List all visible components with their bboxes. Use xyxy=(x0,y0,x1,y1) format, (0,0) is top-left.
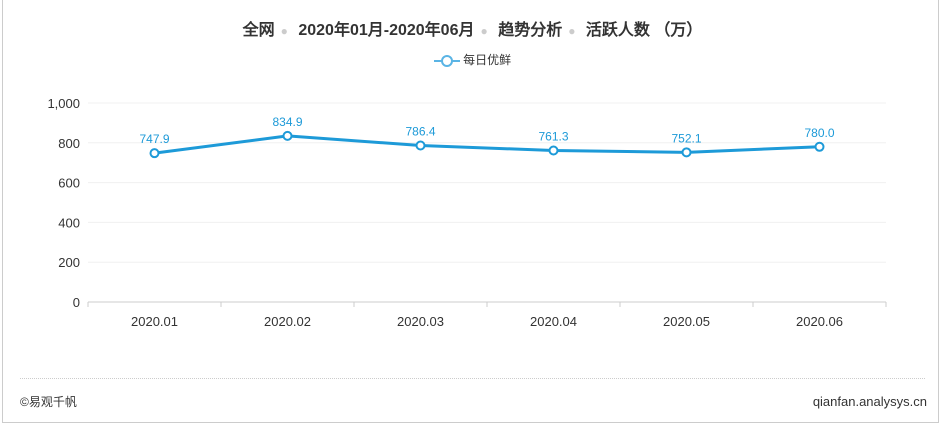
legend-item[interactable]: 每日优鲜 xyxy=(0,51,945,68)
x-tick-label: 2020.01 xyxy=(131,314,178,329)
data-point xyxy=(415,140,426,151)
title-metric: 活跃人数 （万） xyxy=(585,22,703,39)
y-tick-label: 1,000 xyxy=(47,96,80,111)
title-period: 2020年01月-2020年06月 xyxy=(298,22,475,39)
title-scope: 全网 xyxy=(242,22,275,39)
y-tick-label: 400 xyxy=(58,215,80,230)
site-link[interactable]: qianfan.analysys.cn xyxy=(812,394,927,409)
data-label: 780.0 xyxy=(804,126,834,140)
title-analysis: 趋势分析 xyxy=(498,22,563,39)
data-label: 834.9 xyxy=(272,115,302,129)
data-label: 752.1 xyxy=(671,131,701,145)
data-point xyxy=(149,148,160,159)
y-tick-label: 600 xyxy=(58,176,80,191)
y-tick-label: 800 xyxy=(58,136,80,151)
data-point xyxy=(548,145,559,156)
x-tick-label: 2020.04 xyxy=(530,314,577,329)
legend-label: 每日优鲜 xyxy=(463,53,512,67)
data-point xyxy=(282,130,293,141)
legend-marker-icon xyxy=(433,54,460,67)
data-label: 747.9 xyxy=(139,132,169,146)
x-tick-label: 2020.05 xyxy=(663,314,710,329)
y-tick-label: 200 xyxy=(58,255,80,270)
x-tick-label: 2020.06 xyxy=(796,314,843,329)
chart-title: 全网 ● 2020年01月-2020年06月 ● 趋势分析 ● 活跃人数 （万） xyxy=(242,22,703,39)
data-point xyxy=(814,141,825,152)
data-label: 761.3 xyxy=(538,130,568,144)
copyright: ©易观千帆 xyxy=(20,395,77,409)
y-tick-label: 0 xyxy=(73,295,80,310)
data-point xyxy=(681,147,692,158)
x-tick-label: 2020.03 xyxy=(397,314,444,329)
footer-divider xyxy=(20,378,925,379)
data-label: 786.4 xyxy=(405,125,435,139)
x-tick-label: 2020.02 xyxy=(264,314,311,329)
series-line xyxy=(154,134,820,155)
